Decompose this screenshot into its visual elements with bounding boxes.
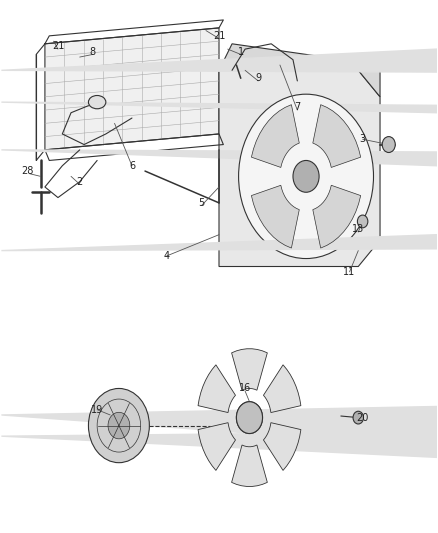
Polygon shape [232,349,267,390]
Polygon shape [219,70,380,266]
Text: 21: 21 [213,31,225,41]
Text: 16: 16 [239,383,251,393]
Text: 19: 19 [91,405,103,415]
Polygon shape [219,44,380,97]
Polygon shape [198,423,236,471]
Polygon shape [1,171,438,251]
Polygon shape [251,185,299,248]
Polygon shape [232,445,267,487]
Circle shape [353,411,364,424]
Text: 7: 7 [294,102,300,112]
Polygon shape [251,104,299,167]
Polygon shape [1,415,438,479]
Text: 6: 6 [129,161,135,171]
Polygon shape [45,28,219,150]
Circle shape [382,136,395,152]
Text: 28: 28 [21,166,34,176]
Polygon shape [263,365,301,413]
Polygon shape [1,150,438,198]
Circle shape [237,402,262,433]
Polygon shape [263,423,301,471]
Polygon shape [313,185,361,248]
Polygon shape [313,104,361,167]
Circle shape [237,402,262,433]
Text: 20: 20 [357,413,369,423]
Text: 21: 21 [52,42,64,52]
Circle shape [293,160,319,192]
Circle shape [88,389,149,463]
Text: 3: 3 [360,134,366,144]
Text: 1: 1 [238,47,244,56]
Text: 8: 8 [90,47,96,56]
Text: 13: 13 [352,224,364,235]
Text: 9: 9 [255,73,261,83]
Polygon shape [1,373,438,457]
Circle shape [108,413,130,439]
Polygon shape [1,44,438,81]
Polygon shape [1,102,438,144]
Text: 5: 5 [198,198,205,208]
Text: 4: 4 [164,251,170,261]
Polygon shape [198,365,236,413]
Circle shape [357,215,368,228]
Text: 2: 2 [77,176,83,187]
Text: 11: 11 [343,267,356,277]
Ellipse shape [88,95,106,109]
Circle shape [239,94,374,259]
